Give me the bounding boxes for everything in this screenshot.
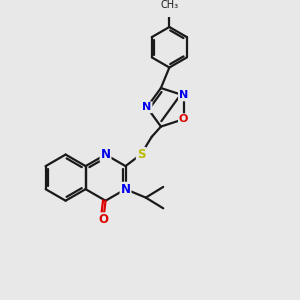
Text: O: O [98,213,108,226]
Text: N: N [142,102,152,112]
Text: N: N [179,90,188,100]
Text: CH₃: CH₃ [160,0,178,10]
Text: N: N [100,148,111,161]
Text: N: N [121,183,130,196]
Text: O: O [179,114,188,124]
Text: S: S [137,148,145,161]
